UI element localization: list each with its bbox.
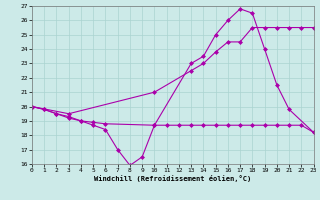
X-axis label: Windchill (Refroidissement éolien,°C): Windchill (Refroidissement éolien,°C) — [94, 175, 252, 182]
